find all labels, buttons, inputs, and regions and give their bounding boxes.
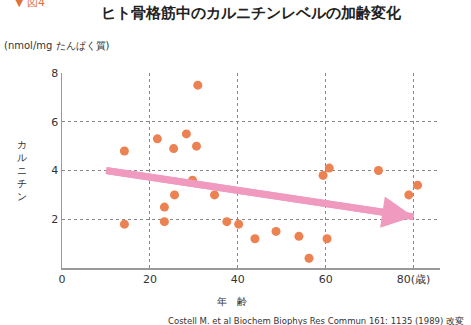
svg-text:Costell M. et al Biochem Bioph: Costell M. et al Biochem Biophys Res Com… [168,316,464,325]
svg-text:(nmol/mg たんぱく質): (nmol/mg たんぱく質) [4,40,110,51]
svg-text:▼ 図4: ▼ 図4 [15,0,45,9]
svg-text:20: 20 [143,273,157,286]
svg-text:カルニチン: カルニチン [17,139,27,202]
svg-text:ヒト骨格筋中のカルニチンレベルの加齢変化: ヒト骨格筋中のカルニチンレベルの加齢変化 [101,4,402,22]
svg-text:2: 2 [51,213,58,226]
svg-text:60: 60 [319,273,333,286]
svg-text:8: 8 [51,67,58,80]
svg-text:80(歳): 80(歳) [397,273,431,286]
svg-text:40: 40 [231,273,245,286]
svg-text:年 齢: 年 齢 [217,296,247,307]
svg-text:4: 4 [51,164,58,177]
svg-text:0: 0 [59,273,66,286]
svg-text:6: 6 [51,116,58,129]
